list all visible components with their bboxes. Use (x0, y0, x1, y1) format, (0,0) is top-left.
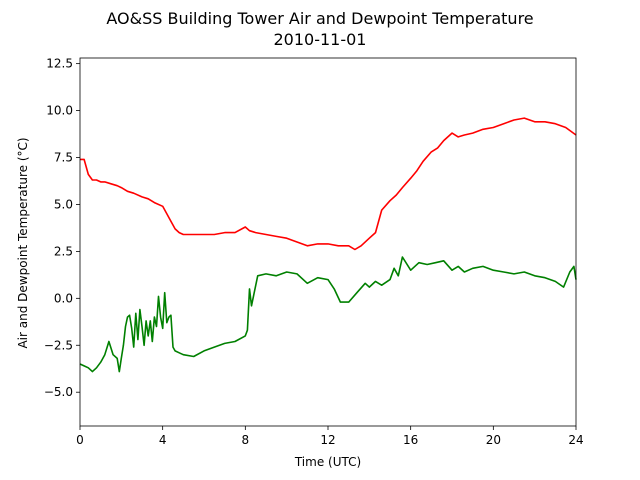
plot-area: 0 4 8 12 16 20 24 −5.0 −2.5 0.0 2.5 5.0 7.5 10.0 12.5 (44, 57, 584, 447)
x-tick-label: 0 (76, 433, 84, 447)
x-axis-label: Time (UTC) (294, 455, 361, 469)
y-tick-label: 0.0 (54, 291, 73, 305)
y-tick-label: 10.0 (46, 104, 73, 118)
y-tick-label: 7.5 (54, 151, 73, 165)
y-tick-label: 5.0 (54, 197, 73, 211)
x-tick-label: 8 (242, 433, 250, 447)
x-tick-label: 12 (320, 433, 335, 447)
y-axis-label: Air and Dewpoint Temperature (°C) (16, 137, 30, 348)
x-tick-label: 16 (403, 433, 418, 447)
y-tick-label: 2.5 (54, 244, 73, 258)
x-tick-label: 24 (568, 433, 583, 447)
x-tick-label: 20 (486, 433, 501, 447)
x-tick-label: 4 (159, 433, 167, 447)
chart-title: AO&SS Building Tower Air and Dewpoint Te… (106, 9, 533, 28)
y-tick-label: 12.5 (46, 57, 73, 71)
y-tick-label: −5.0 (44, 385, 73, 399)
series-line-1 (79, 256, 577, 373)
plot-frame (79, 57, 577, 427)
y-tick-label: −2.5 (44, 338, 73, 352)
series-line-0 (80, 117, 577, 251)
chart-subtitle: 2010-11-01 (274, 30, 367, 49)
